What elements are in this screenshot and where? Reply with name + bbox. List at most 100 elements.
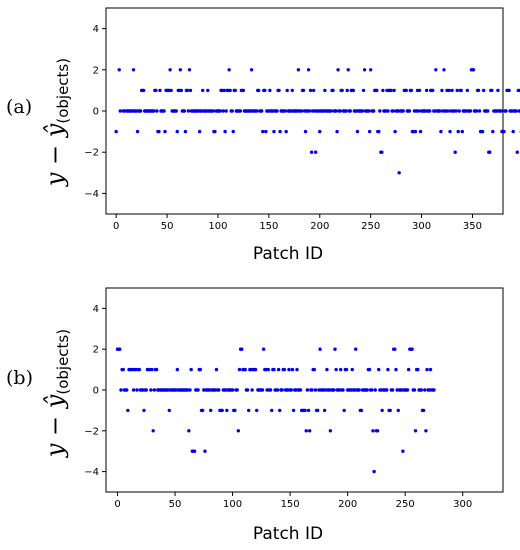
y-tick-label-b: −4	[84, 467, 99, 478]
data-point	[362, 68, 367, 72]
data-point	[424, 429, 428, 433]
data-point	[425, 367, 429, 372]
data-point	[367, 367, 372, 372]
data-point	[155, 109, 159, 113]
data-point	[367, 129, 372, 134]
data-point	[491, 129, 495, 134]
data-point	[174, 109, 178, 113]
data-point	[209, 408, 213, 413]
data-point	[285, 88, 289, 93]
data-point	[270, 408, 274, 413]
data-point	[440, 88, 444, 93]
data-point	[198, 367, 203, 372]
data-point	[275, 109, 279, 113]
data-point	[459, 88, 463, 93]
data-point	[186, 109, 191, 113]
data-point	[442, 68, 446, 72]
data-point	[154, 367, 159, 372]
data-point	[268, 88, 272, 93]
data-point	[182, 109, 187, 113]
data-point	[306, 408, 311, 413]
data-point	[223, 129, 227, 134]
data-point	[424, 88, 429, 93]
data-point	[340, 88, 344, 93]
data-point	[299, 109, 304, 113]
data-point	[375, 429, 380, 433]
data-point	[488, 150, 492, 154]
data-point	[389, 88, 393, 93]
data-point	[118, 347, 122, 351]
data-point	[197, 129, 202, 134]
y-tick-label-a: 2	[93, 65, 99, 76]
data-point	[329, 109, 333, 113]
data-point	[308, 88, 313, 93]
data-point	[264, 129, 268, 134]
data-point	[332, 388, 336, 392]
data-point	[355, 129, 360, 134]
x-axis-label-a: Patch ID	[252, 244, 324, 264]
x-tick-label-a: 50	[161, 221, 174, 232]
x-tick-label-a: 150	[259, 221, 278, 232]
data-point	[417, 88, 422, 93]
data-point	[434, 68, 438, 72]
data-point	[431, 88, 435, 93]
data-point	[313, 388, 318, 392]
data-point	[201, 88, 205, 93]
data-point	[331, 88, 335, 93]
data-point	[168, 68, 172, 72]
data-point	[375, 88, 379, 93]
data-point	[480, 129, 485, 134]
data-point	[214, 367, 219, 372]
data-point	[280, 388, 284, 392]
data-point	[187, 429, 191, 433]
data-point	[515, 150, 519, 154]
data-point	[322, 408, 327, 413]
y-tick-label-b: −2	[84, 426, 99, 437]
data-point	[218, 109, 222, 113]
data-point	[476, 88, 481, 93]
data-point	[345, 88, 349, 93]
data-point	[334, 367, 338, 372]
x-tick-label-a: 250	[361, 221, 380, 232]
data-point	[413, 429, 418, 433]
data-point	[192, 449, 197, 453]
data-point	[344, 109, 348, 113]
y-tick-label-a: 0	[93, 107, 99, 118]
data-point	[396, 408, 400, 413]
data-point	[295, 367, 299, 372]
data-point	[175, 129, 179, 134]
data-point	[255, 408, 259, 413]
data-point	[477, 109, 482, 113]
data-point	[185, 88, 190, 93]
data-point	[486, 109, 490, 113]
data-point	[394, 367, 398, 372]
data-point	[135, 129, 140, 134]
data-point	[354, 347, 358, 351]
data-point	[158, 88, 162, 93]
data-point	[141, 88, 146, 93]
data-point	[368, 68, 373, 72]
data-point	[318, 129, 322, 134]
data-point	[507, 88, 511, 93]
scatter-plot-a: 0 50 100 150 200 250 300 350 −4 −2 0 2 4	[84, 7, 520, 232]
data-point	[261, 347, 266, 351]
data-point	[307, 109, 312, 113]
y-tick-label-a: −4	[84, 189, 99, 200]
data-point	[125, 388, 129, 392]
data-point	[413, 129, 418, 134]
data-point	[401, 109, 405, 113]
panel-b: (b) y − ŷ(objects) 0 50 100 150 200 250 300 −4−…	[0, 280, 520, 550]
data-point	[454, 109, 458, 113]
data-point	[144, 388, 148, 392]
data-point	[303, 129, 308, 134]
data-points-b	[115, 347, 436, 474]
data-point	[405, 388, 410, 392]
data-point	[154, 88, 158, 93]
x-axis-label-b: Patch ID	[252, 524, 324, 544]
data-point	[196, 388, 200, 392]
data-point	[365, 388, 369, 392]
data-point	[225, 408, 229, 413]
data-point	[220, 408, 224, 413]
data-point	[272, 129, 276, 134]
data-point	[514, 109, 518, 113]
